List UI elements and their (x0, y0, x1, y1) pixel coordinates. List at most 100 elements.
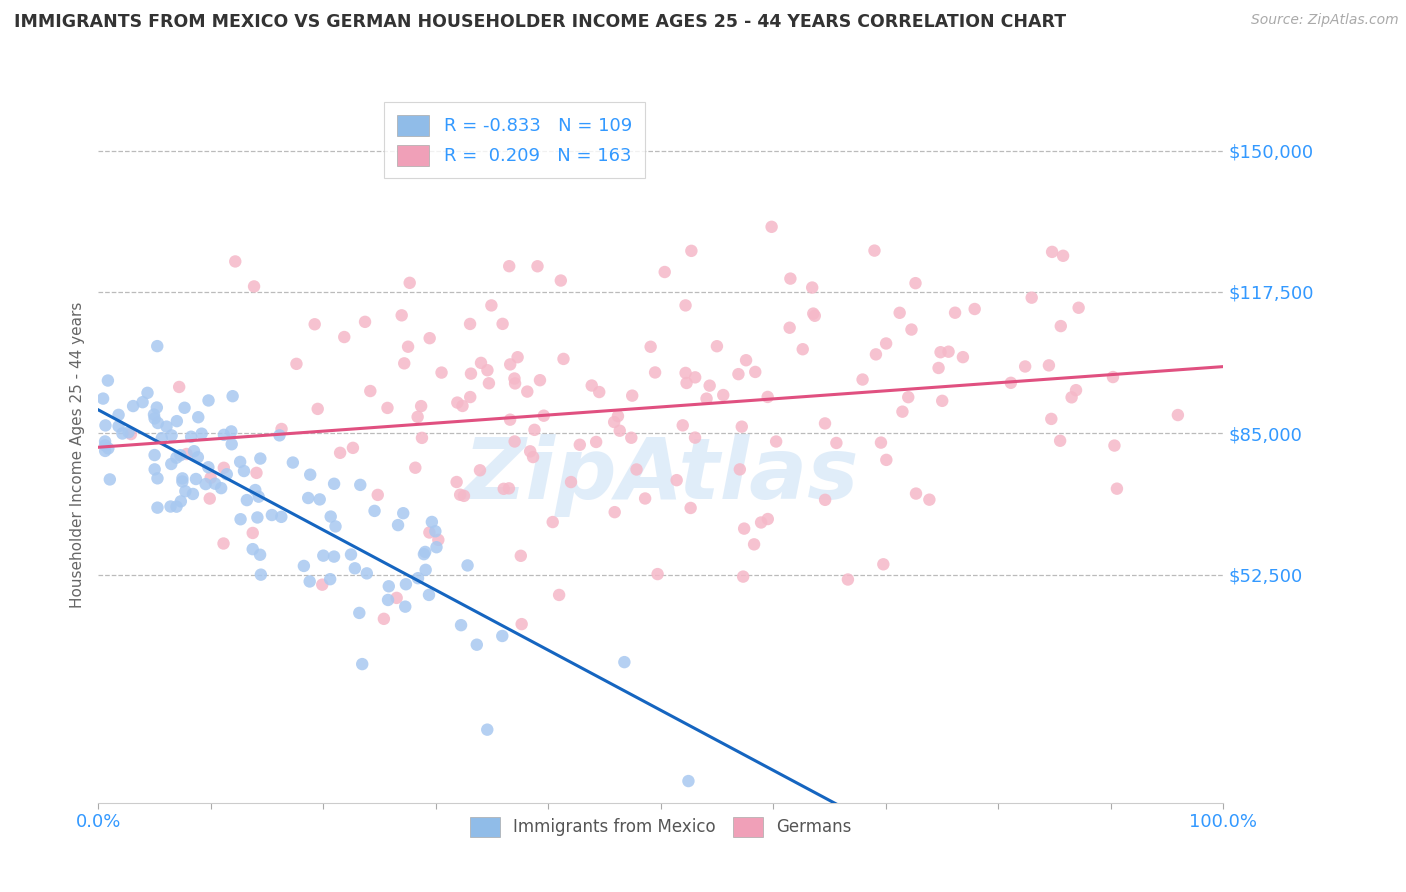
Point (889, 306, 911, 320)
Point (413, 547, 436, 561)
Point (166, 414, 188, 428)
Point (1049, 434, 1071, 448)
Point (498, 259, 520, 273)
Point (929, 345, 952, 359)
Point (803, 309, 825, 323)
Point (197, 460, 219, 475)
Point (1021, 291, 1043, 305)
Point (146, 416, 169, 430)
Point (377, 593, 399, 607)
Point (665, 473, 688, 487)
Point (420, 515, 443, 529)
Point (1105, 482, 1128, 496)
Point (340, 548, 363, 562)
Point (529, 373, 551, 387)
Point (1014, 359, 1036, 374)
Point (343, 561, 366, 575)
Point (297, 491, 319, 505)
Point (243, 279, 266, 293)
Point (672, 418, 695, 433)
Point (742, 537, 765, 551)
Point (607, 409, 630, 423)
Point (634, 491, 657, 506)
Point (458, 317, 481, 331)
Point (285, 357, 308, 371)
Y-axis label: Householder Income Ages 25 - 44 years: Householder Income Ages 25 - 44 years (69, 301, 84, 608)
Point (711, 388, 734, 402)
Point (249, 451, 271, 466)
Point (749, 516, 772, 530)
Point (170, 494, 193, 508)
Point (952, 350, 974, 364)
Point (418, 525, 440, 540)
Point (391, 309, 413, 323)
Point (581, 378, 603, 392)
Point (187, 450, 209, 465)
Point (349, 478, 371, 492)
Point (654, 265, 676, 279)
Point (678, 774, 700, 789)
Point (363, 504, 385, 518)
Point (212, 536, 235, 550)
Point (198, 491, 221, 506)
Point (453, 489, 475, 503)
Point (323, 549, 346, 564)
Point (1049, 319, 1071, 334)
Point (122, 399, 145, 413)
Point (160, 457, 183, 471)
Point (801, 280, 824, 294)
Point (470, 356, 492, 370)
Point (418, 588, 440, 602)
Point (519, 444, 541, 458)
Point (585, 434, 607, 449)
Point (801, 307, 824, 321)
Point (897, 390, 920, 404)
Point (872, 558, 894, 572)
Point (425, 524, 447, 539)
Point (478, 376, 501, 391)
Point (242, 542, 264, 557)
Point (506, 350, 529, 364)
Point (870, 435, 893, 450)
Point (503, 376, 526, 391)
Point (167, 380, 190, 394)
Point (325, 519, 347, 533)
Point (683, 370, 706, 384)
Point (814, 417, 837, 431)
Point (143, 411, 166, 425)
Point (779, 320, 801, 334)
Point (523, 423, 546, 437)
Point (245, 483, 267, 497)
Point (499, 412, 522, 426)
Point (221, 437, 243, 451)
Point (146, 339, 169, 353)
Point (413, 545, 436, 559)
Point (349, 606, 371, 620)
Point (779, 271, 801, 285)
Point (516, 384, 538, 399)
Point (176, 447, 198, 461)
Point (299, 467, 322, 482)
Point (107, 408, 129, 422)
Point (292, 558, 315, 573)
Point (446, 475, 468, 489)
Point (155, 419, 177, 434)
Point (111, 426, 134, 441)
Point (117, 425, 139, 440)
Point (681, 244, 703, 258)
Point (1060, 390, 1083, 404)
Point (644, 366, 666, 380)
Point (706, 339, 728, 353)
Point (675, 366, 697, 380)
Point (825, 436, 848, 450)
Point (247, 490, 270, 504)
Point (460, 367, 482, 381)
Point (477, 723, 499, 737)
Point (837, 573, 859, 587)
Point (526, 259, 548, 273)
Point (522, 450, 544, 464)
Point (419, 331, 441, 345)
Point (373, 612, 395, 626)
Point (733, 569, 755, 583)
Point (98, 472, 121, 486)
